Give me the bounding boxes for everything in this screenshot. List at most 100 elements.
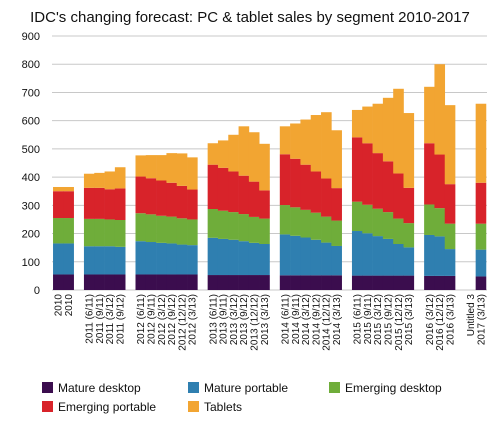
legend-label: Emerging portable — [58, 400, 156, 414]
x-tick-label: 2014 (3/12) — [301, 294, 312, 345]
bar-segment — [53, 218, 64, 244]
bar-segment — [156, 242, 167, 275]
x-tick-label: 2015 (6/11) — [353, 294, 364, 344]
bar-segment — [372, 208, 384, 237]
x-tick-label: 2014 (9/11) — [291, 294, 302, 344]
bar-segment — [259, 143, 270, 191]
bar-segment — [187, 157, 198, 190]
legend-label: Emerging desktop — [345, 381, 442, 395]
bar-segment — [145, 274, 157, 290]
bar-segment — [83, 173, 95, 188]
bar-segment — [207, 209, 219, 238]
legend-swatch — [188, 401, 199, 412]
bar-segment — [238, 241, 250, 276]
bar-segment — [238, 214, 250, 242]
bar-segment — [207, 237, 219, 276]
bar-segment — [290, 123, 301, 159]
bar-segment — [362, 106, 373, 144]
bar-segment — [351, 137, 363, 202]
bar-segment — [217, 238, 229, 276]
bar-segment — [114, 188, 126, 221]
x-tick-label: 2011 (9/11) — [95, 294, 106, 344]
bar-segment — [114, 274, 126, 290]
bar-segment — [104, 189, 116, 220]
bar-segment — [290, 235, 301, 276]
bar-segment — [362, 204, 373, 234]
bar-segment — [248, 132, 260, 182]
bar-segment — [475, 103, 487, 183]
bar-segment — [259, 275, 270, 290]
y-tick-label: 900 — [22, 31, 40, 43]
x-tick-label: 2016 (3/12) — [425, 294, 436, 345]
bar-segment — [424, 143, 435, 205]
bar-segment — [279, 234, 291, 276]
legend-swatch — [329, 382, 340, 393]
x-tick-label: 2015 (3/13) — [404, 294, 415, 345]
bar-segment — [372, 153, 384, 209]
bar-segment — [300, 119, 312, 165]
bar-segment — [53, 243, 64, 275]
bar-segment — [382, 275, 394, 290]
bar-segment — [248, 181, 260, 217]
bar-segment — [444, 275, 456, 290]
bar-segment — [248, 216, 260, 243]
bar-segment — [382, 212, 394, 239]
bar-segment — [217, 275, 229, 290]
bar-segment — [403, 187, 415, 224]
bar-segment — [310, 171, 322, 213]
bar-segment — [145, 242, 157, 275]
x-tick-label: 2014 (3/13) — [332, 294, 343, 345]
bar-segment — [290, 207, 301, 236]
bar-segment — [475, 249, 487, 277]
x-tick-label: 2013 (3/13) — [260, 294, 271, 345]
bar-segment — [279, 275, 291, 290]
bar-segment — [424, 86, 435, 144]
legend-label: Mature portable — [204, 381, 288, 395]
bar-segment — [259, 190, 270, 219]
bar-segment — [187, 219, 198, 246]
x-tick-label: 2012 (3/12) — [157, 294, 168, 345]
x-tick-label: 2015 (9/11) — [363, 294, 374, 344]
bar-segment — [259, 218, 270, 244]
bar-segment — [475, 182, 487, 224]
bar-segment — [393, 88, 404, 174]
bar-segment — [187, 274, 198, 290]
bar-segment — [434, 64, 446, 155]
x-tick-label: 2014 (12/12) — [322, 294, 333, 351]
x-tick-label: 2012 (6/11) — [136, 294, 147, 344]
bar-segment — [434, 208, 446, 237]
x-tick-label: 2015 (12/12) — [394, 294, 405, 351]
bar-segment — [372, 103, 384, 154]
bar-segment — [279, 126, 291, 155]
bar-segment — [434, 154, 446, 209]
bar-segment — [228, 134, 239, 172]
bar-segment — [63, 274, 74, 290]
bar-segment — [114, 246, 126, 275]
bar-segment — [176, 274, 188, 290]
y-tick-label: 0 — [34, 285, 40, 297]
x-tick-label: 2011 (9/12) — [116, 294, 127, 344]
bar-segment — [176, 153, 188, 186]
y-tick-label: 800 — [22, 59, 40, 71]
bar-segment — [207, 275, 219, 290]
x-tick-label: 2012 (12/12) — [177, 294, 188, 351]
y-tick-label: 100 — [22, 257, 40, 269]
bar-segment — [94, 246, 105, 275]
x-tick-label: 2011 (3/12) — [105, 294, 116, 344]
x-tick-label: 2012 (9/11) — [146, 294, 157, 344]
bar-segment — [424, 275, 435, 290]
x-tick-label: 2013 (6/11) — [208, 294, 219, 344]
bar-segment — [63, 191, 74, 219]
bar-segment — [403, 223, 415, 248]
bar-segment — [145, 155, 157, 179]
bar-segment — [310, 212, 322, 240]
bar-segment — [145, 178, 157, 215]
x-tick-label: 2016 (3/13) — [445, 294, 456, 345]
bar-segment — [403, 113, 415, 188]
legend-swatch — [42, 382, 53, 393]
x-tick-label: 2013 (9/12) — [239, 294, 250, 345]
bar-segment — [238, 275, 250, 290]
bar-segment — [424, 234, 435, 276]
bar-segment — [279, 205, 291, 235]
bar-segment — [135, 241, 147, 275]
